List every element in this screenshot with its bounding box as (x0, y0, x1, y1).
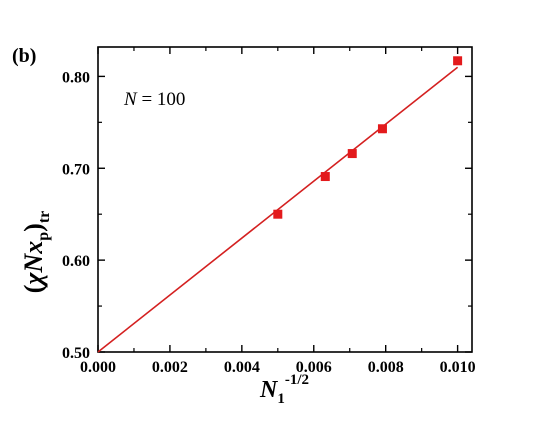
plot-frame (97, 46, 473, 353)
data-point (320, 172, 330, 182)
y-tick-label: 0.50 (62, 345, 90, 362)
fit-line (97, 66, 459, 353)
plot-area: 0.000 0.002 0.004 0.006 0.008 0.010 0.50 0.60 0.… (62, 46, 476, 376)
annotation-var: N (123, 89, 138, 110)
data-point (453, 56, 463, 66)
x-tick-label: 0.010 (440, 359, 476, 376)
x-axis-title-base: N (259, 377, 279, 403)
x-tick-label: 0.006 (296, 359, 332, 376)
data-point (377, 124, 387, 134)
y-tick-label: 0.80 (62, 69, 90, 86)
y-title-n: N (19, 253, 48, 274)
x-tick-label: 0.000 (80, 359, 116, 376)
y-title-x: x (19, 241, 48, 255)
y-axis-title: (χNxp)tr (19, 211, 53, 294)
y-title-sub-p: p (35, 232, 52, 241)
x-tick-label: 0.008 (368, 359, 404, 376)
data-point (347, 149, 357, 159)
x-tick-label: 0.004 (224, 359, 260, 376)
x-axis-title: N1-1/2 (259, 372, 309, 407)
y-title-close: ) (19, 223, 48, 232)
x-tick-label: 0.002 (152, 359, 188, 376)
y-tick-label: 0.60 (62, 253, 90, 270)
y-title-chi: χ (19, 272, 48, 288)
y-title-sub-tr: tr (36, 211, 53, 223)
y-tick-label: 0.70 (62, 161, 90, 178)
x-axis-title-sub: 1 (277, 391, 285, 407)
data-point (273, 209, 283, 219)
annotation: N = 100 (123, 89, 185, 110)
x-axis-title-sup: -1/2 (285, 372, 309, 388)
annotation-rest: = 100 (137, 89, 186, 110)
y-title-open: ( (19, 285, 48, 294)
panel-label: (b) (12, 45, 36, 67)
